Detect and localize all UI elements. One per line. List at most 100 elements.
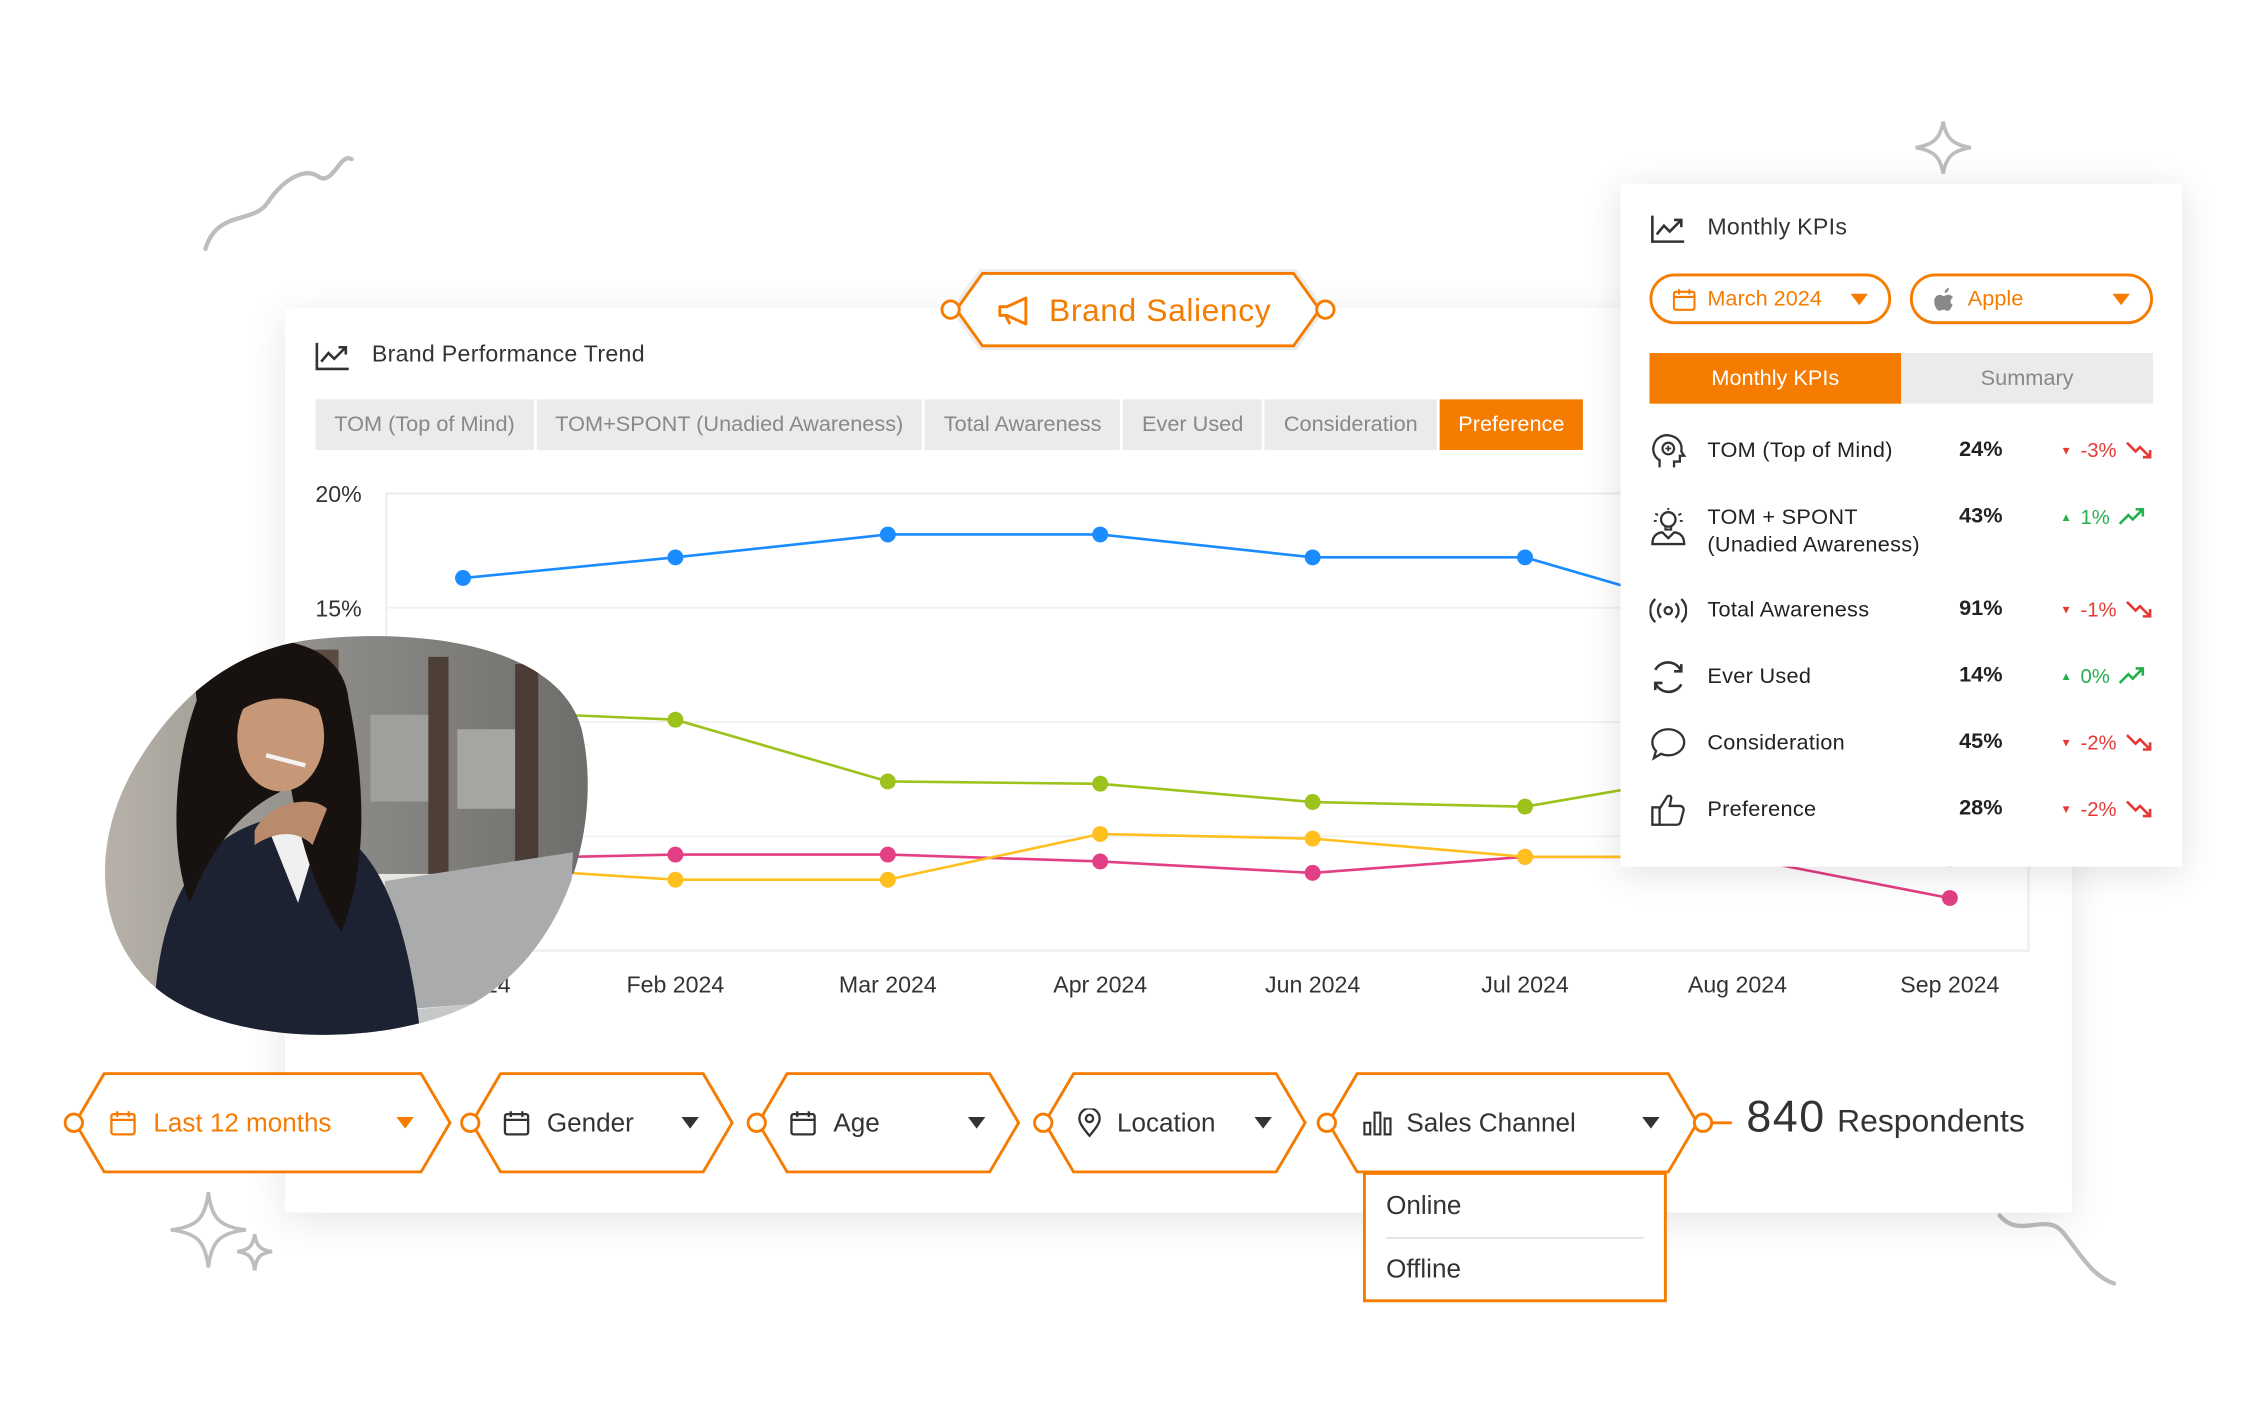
chat-bubble-icon xyxy=(1651,728,1686,761)
trend-down-icon xyxy=(2125,800,2152,818)
woman-working-photo xyxy=(104,636,588,1035)
metric-tabs: TOM (Top of Mind) TOM+SPONT (Unadied Awa… xyxy=(315,399,1584,450)
data-point xyxy=(1092,853,1109,870)
chevron-down-icon xyxy=(967,1117,986,1129)
y-tick-label: 20% xyxy=(315,481,361,507)
age-label: Age xyxy=(833,1107,880,1137)
squiggle-decoration-icon xyxy=(203,156,354,252)
sales-channel-filter[interactable]: Sales Channel xyxy=(1298,1072,1732,1174)
location-label: Location xyxy=(1117,1107,1216,1137)
kpi-name: Preference xyxy=(1707,797,1817,822)
kpi-value: 24% xyxy=(1959,436,2003,462)
x-tick-label: Mar 2024 xyxy=(839,972,937,998)
data-point xyxy=(879,871,896,888)
kpi-row-preference: Preference 28% ▼ -2% xyxy=(1649,791,2155,849)
kpi-name: TOM + SPONT (Unadied Awareness) xyxy=(1707,504,1920,558)
tab-tom-spont[interactable]: TOM+SPONT (Unadied Awareness) xyxy=(536,399,923,450)
kpi-delta: ▼ -2% xyxy=(2060,797,2152,820)
x-tick-label: Feb 2024 xyxy=(627,972,725,998)
gender-label: Gender xyxy=(546,1107,634,1137)
data-point xyxy=(667,711,684,728)
person-bulb-icon xyxy=(1651,507,1686,546)
x-tick-label: Jul 2024 xyxy=(1481,972,1569,998)
refresh-icon xyxy=(1653,661,1683,694)
apple-logo-icon xyxy=(1934,287,1954,311)
calendar-icon xyxy=(110,1111,136,1136)
kpi-row-tom: TOM (Top of Mind) 24% ▼ -3% xyxy=(1649,433,2155,491)
sales-channel-label: Sales Channel xyxy=(1406,1107,1576,1137)
kpi-title: Monthly KPIs xyxy=(1707,215,1848,241)
data-point xyxy=(1092,526,1109,543)
kpi-delta: ▲ 1% xyxy=(2060,505,2145,528)
brand-select[interactable]: Apple xyxy=(1909,273,2153,325)
chevron-down-icon xyxy=(1254,1117,1272,1129)
y-tick-label: 15% xyxy=(315,595,361,621)
monthly-kpis-panel: Monthly KPIs March 2024 Apple Monthly KP… xyxy=(1620,183,2182,867)
kpi-tabs: Monthly KPIs Summary xyxy=(1649,353,2153,404)
data-point xyxy=(1092,826,1109,842)
kpi-row-consideration: Consideration 45% ▼ -2% xyxy=(1649,725,2155,783)
respondents-label: Respondents xyxy=(1837,1102,2025,1139)
x-tick-label: Jun 2024 xyxy=(1265,972,1360,998)
data-point xyxy=(667,549,684,566)
head-idea-icon xyxy=(1652,434,1687,468)
calendar-icon xyxy=(503,1111,530,1136)
chevron-down-icon xyxy=(396,1117,414,1129)
kpi-value: 28% xyxy=(1959,795,2003,821)
tab-preference[interactable]: Preference xyxy=(1439,399,1584,450)
kpi-name: Consideration xyxy=(1707,730,1846,756)
triangle-down-icon: ▼ xyxy=(2060,443,2072,457)
age-filter[interactable]: Age xyxy=(746,1072,1031,1174)
kpi-row-ever-used: Ever Used 14% ▲ 0% xyxy=(1649,658,2155,716)
data-point xyxy=(879,773,896,790)
kpi-value: 43% xyxy=(1959,503,2003,529)
tab-summary[interactable]: Summary xyxy=(1901,353,2153,404)
kpi-value: 45% xyxy=(1959,729,2003,754)
tab-total-awareness[interactable]: Total Awareness xyxy=(924,399,1121,450)
sparkle-decoration-icon xyxy=(1915,121,1971,174)
triangle-down-icon: ▼ xyxy=(2060,602,2072,616)
data-point xyxy=(1304,549,1321,566)
tab-ever-used[interactable]: Ever Used xyxy=(1123,399,1263,450)
sales-channel-dropdown: Online Offline xyxy=(1362,1171,1667,1303)
data-point xyxy=(1304,864,1321,881)
triangle-down-icon: ▼ xyxy=(2060,735,2072,749)
data-point xyxy=(1517,798,1533,815)
data-point xyxy=(879,526,896,543)
option-online[interactable]: Online xyxy=(1386,1190,1462,1220)
kpi-name: Ever Used xyxy=(1707,664,1812,689)
gender-filter[interactable]: Gender xyxy=(460,1072,744,1174)
megaphone-icon xyxy=(998,296,1028,326)
sparkles-decoration-icon xyxy=(170,1192,273,1271)
location-filter[interactable]: Location xyxy=(1033,1072,1317,1174)
respondents-count: 840 xyxy=(1746,1090,1826,1142)
brand-saliency-pill[interactable]: Brand Saliency xyxy=(939,260,1337,361)
kpi-name: TOM (Top of Mind) xyxy=(1707,438,1893,464)
trend-up-icon xyxy=(2119,667,2145,684)
x-tick-label: Sep 2024 xyxy=(1900,972,1999,998)
month-select-value: March 2024 xyxy=(1707,286,1822,312)
tab-consideration[interactable]: Consideration xyxy=(1265,399,1437,450)
data-point xyxy=(1517,549,1533,566)
date-range-filter[interactable]: Last 12 months xyxy=(63,1072,462,1174)
tab-tom[interactable]: TOM (Top of Mind) xyxy=(315,399,534,450)
data-point xyxy=(1304,794,1321,810)
option-offline[interactable]: Offline xyxy=(1386,1254,1461,1284)
tab-monthly-kpis[interactable]: Monthly KPIs xyxy=(1649,353,1902,404)
data-point xyxy=(1517,848,1533,865)
data-point xyxy=(667,871,684,888)
triangle-up-icon: ▲ xyxy=(2060,510,2072,524)
data-point xyxy=(455,570,471,586)
month-select[interactable]: March 2024 xyxy=(1649,273,1892,325)
trend-chart-icon xyxy=(1651,215,1685,243)
chevron-down-icon xyxy=(1642,1117,1660,1129)
chevron-down-icon xyxy=(681,1117,699,1129)
thumbs-up-icon xyxy=(1651,794,1685,826)
trend-chart-icon xyxy=(315,342,349,371)
triangle-up-icon: ▲ xyxy=(2060,669,2072,683)
bar-chart-icon xyxy=(1363,1111,1392,1136)
squiggle-decoration-icon xyxy=(1997,1213,2117,1286)
data-point xyxy=(1092,775,1109,792)
date-range-label: Last 12 months xyxy=(153,1107,332,1137)
